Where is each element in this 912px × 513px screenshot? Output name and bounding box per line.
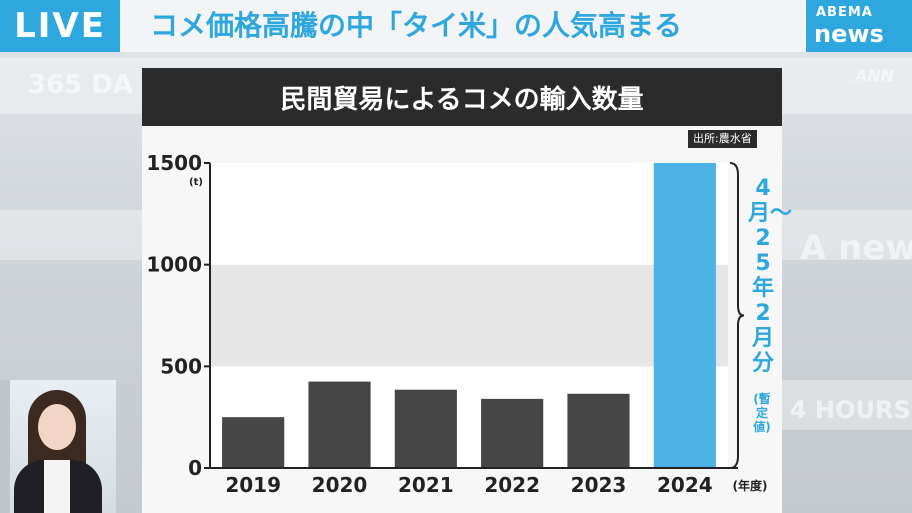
bar-2024 (653, 163, 716, 468)
period-note: 4月〜25年2月分 (748, 176, 793, 376)
x-tick-label: 2023 (571, 473, 627, 497)
chart-title: 民間貿易によるコメの輸入数量 (142, 68, 782, 126)
source-label: 出所:農水省 (688, 130, 757, 148)
headline-text: コメ価格高騰の中「タイ米」の人気高まる (150, 9, 683, 42)
bar-2022 (481, 398, 544, 468)
background-text: 365 DA (28, 70, 134, 100)
background-text: A news (800, 228, 912, 268)
grid-band (210, 366, 728, 468)
logo-line-1: ABEMA (816, 5, 873, 20)
x-tick-label: 2024 (657, 473, 713, 497)
y-tick-label: 0 (188, 456, 202, 480)
abema-news-logo: ABEMA news (806, 0, 912, 52)
live-badge: LIVE (0, 0, 120, 52)
x-axis-unit: (年度) (733, 478, 768, 493)
provisional-note: (暫定値) (753, 392, 771, 434)
y-axis-unit: (t) (189, 177, 203, 188)
bar-2020 (308, 381, 371, 468)
presenter-shirt (44, 460, 70, 513)
background-band (782, 380, 912, 430)
x-tick-label: 2020 (312, 473, 368, 497)
bracket-icon (729, 162, 745, 469)
bar-2023 (567, 393, 630, 468)
presenter-face (38, 404, 76, 450)
top-bar: LIVE コメ価格高騰の中「タイ米」の人気高まる ABEMA news (0, 0, 912, 52)
grid-band (210, 163, 728, 265)
grid-band (210, 264, 728, 367)
x-tick-label: 2022 (484, 473, 540, 497)
y-tick-label: 1500 (146, 151, 202, 175)
background-stand (0, 380, 10, 513)
bar-2019 (222, 417, 285, 468)
presenter-video (0, 380, 116, 513)
y-tick-label: 500 (160, 354, 202, 378)
bar-2021 (394, 389, 457, 468)
logo-line-2: news (814, 20, 884, 48)
x-tick-label: 2019 (225, 473, 281, 497)
background-text: ANN (855, 66, 895, 85)
background-text: 4 HOURS (790, 396, 911, 424)
x-tick-label: 2021 (398, 473, 454, 497)
y-tick-label: 1000 (146, 253, 202, 277)
